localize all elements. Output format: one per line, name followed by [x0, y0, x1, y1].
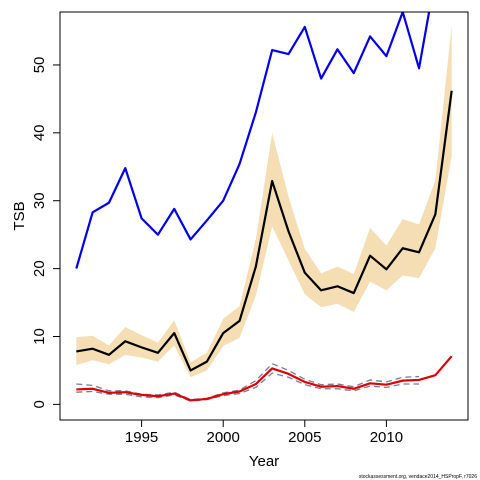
series-line: [76, 355, 453, 402]
x-tick-label: 2005: [288, 429, 321, 446]
y-tick-label: 50: [31, 57, 48, 74]
plot-area: [75, 12, 453, 402]
x-tick-label: 2010: [370, 429, 403, 446]
y-tick-label: 40: [31, 124, 48, 141]
y-tick-label: 30: [31, 192, 48, 209]
x-tick-label: 2000: [207, 429, 240, 446]
series-line: [75, 12, 431, 269]
x-axis-label: Year: [249, 453, 279, 470]
confidence-band: [76, 25, 452, 378]
y-axis-label: TSB: [11, 201, 28, 230]
series-line: [76, 363, 420, 401]
footnote: stockassessment.org, vendace2014_HSPropF…: [359, 474, 477, 480]
series-line: [76, 372, 420, 402]
y-tick-label: 0: [31, 400, 48, 408]
y-tick-label: 10: [31, 328, 48, 345]
plot-frame: [59, 11, 469, 421]
series-line: [76, 90, 453, 372]
x-tick-label: 1995: [125, 429, 158, 446]
y-tick-label: 20: [31, 260, 48, 277]
